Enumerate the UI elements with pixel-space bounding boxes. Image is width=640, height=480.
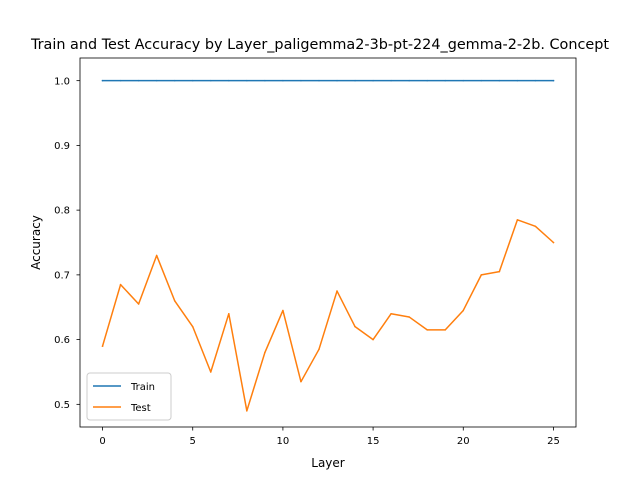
data-point-test [191,325,194,328]
y-tick-label: 1.0 [54,76,70,87]
data-point-test [336,290,338,292]
data-point-test [426,329,428,331]
data-point-test [173,300,176,302]
data-point-test [300,380,302,383]
data-point-train [408,79,410,82]
data-point-test [354,325,356,328]
data-point-train [480,79,483,82]
y-tick-label: 0.5 [54,400,70,411]
data-point-train [173,79,176,82]
data-point-test [390,312,392,315]
legend: Train Test [86,372,172,421]
plot-area [101,79,555,412]
x-tick-label: 20 [457,436,470,447]
data-point-test [444,329,446,331]
y-tick-label: 0.7 [54,270,70,281]
data-point-train [282,79,284,82]
data-point-train [498,79,501,82]
data-point-train [426,79,428,82]
x-axis-label: Layer [311,456,345,470]
data-point-train [228,79,230,82]
x-tick-label: 0 [99,436,105,447]
y-axis: 0.5 0.6 0.7 0.8 0.9 1.0 [54,76,80,411]
chart-title: Train and Test Accuracy by Layer_paligem… [30,37,609,53]
data-point-test [210,371,212,373]
data-point-test [228,312,230,315]
data-point-train [264,79,266,82]
data-point-train [444,79,446,82]
x-tick-label: 5 [190,436,196,447]
data-point-test [516,219,519,221]
data-point-test [246,410,248,412]
data-point-test [462,309,465,312]
data-point-test [372,338,374,341]
y-tick-label: 0.6 [54,335,70,346]
data-point-test [137,303,140,305]
x-tick-label: 10 [277,436,290,447]
data-point-test [480,274,483,276]
x-tick-label: 15 [367,436,380,447]
x-axis: 0 5 10 15 20 25 [99,427,560,447]
data-point-train [246,79,248,82]
data-point-train [191,79,194,82]
y-axis-label: Accuracy [29,215,43,270]
data-point-train [390,79,392,82]
data-point-train [336,79,338,82]
data-point-train [210,79,212,82]
data-point-train [534,79,537,82]
data-point-train [300,79,302,82]
data-point-test [264,351,266,354]
data-point-test [119,283,122,286]
data-point-train [462,79,465,82]
data-point-test [318,348,320,351]
y-tick-label: 0.8 [54,206,70,217]
data-point-train [137,79,140,82]
data-point-test [552,241,555,244]
data-point-test [498,270,501,273]
data-point-train [354,79,356,82]
data-point-test [534,225,537,228]
data-point-test [282,309,284,312]
legend-box [86,372,172,421]
data-point-train [372,79,374,82]
legend-label-test: Test [130,403,151,414]
data-point-train [101,79,104,82]
data-point-train [119,79,122,82]
data-point-test [155,254,158,257]
data-point-train [516,79,519,82]
y-tick-label: 0.9 [54,141,70,152]
data-point-test [101,345,104,347]
x-tick-label: 25 [547,436,560,447]
data-point-train [155,79,158,82]
data-point-train [552,79,555,82]
series-line-test [101,219,555,412]
data-point-train [318,79,320,82]
data-point-test [408,316,410,318]
legend-label-train: Train [130,382,155,393]
plot-frame [79,57,577,428]
